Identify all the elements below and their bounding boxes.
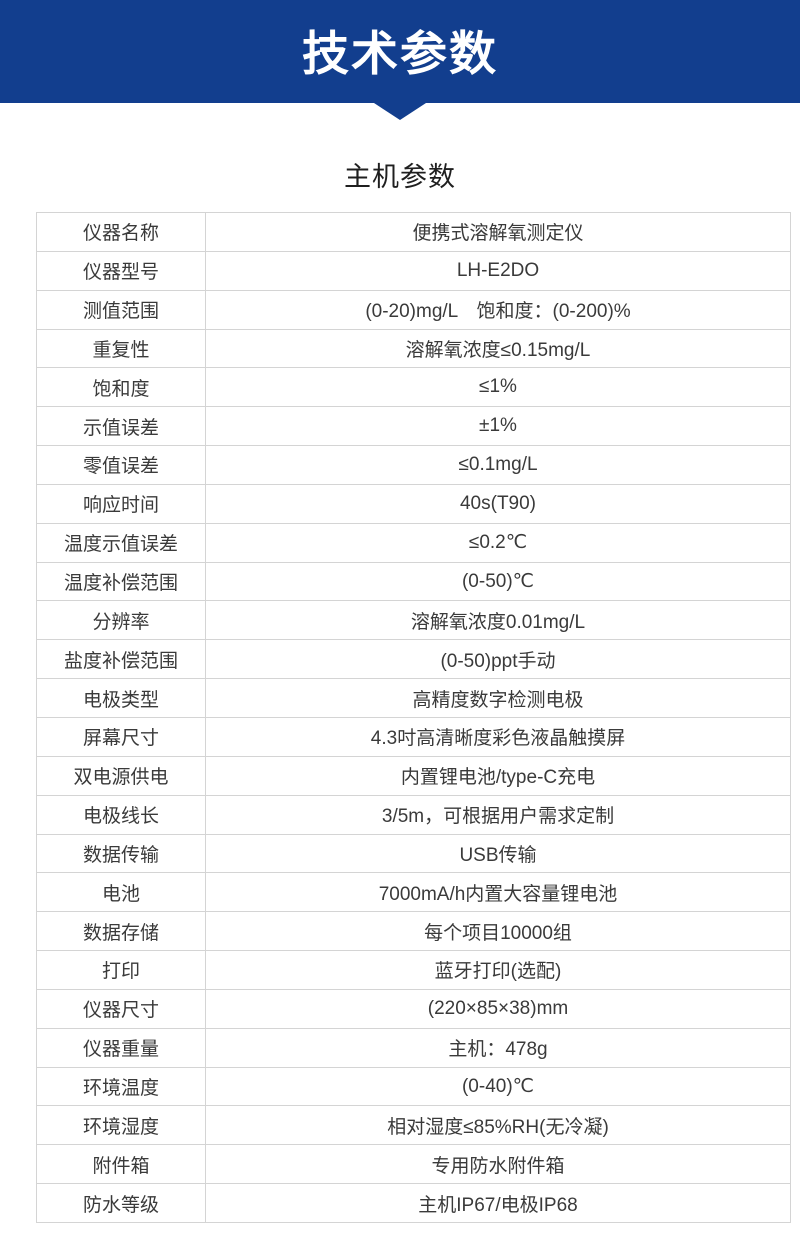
- param-label-cell: 电极线长: [36, 794, 206, 835]
- param-value-cell: ≤1%: [205, 367, 791, 408]
- table-row: 打印 蓝牙打印(选配): [36, 950, 791, 990]
- section-title-block: 主机参数: [0, 0, 800, 196]
- param-label-cell: 盐度补偿范围: [36, 639, 206, 680]
- param-value-cell: (0-20)mg/L 饱和度：(0-200)%: [205, 289, 791, 330]
- param-value-cell: LH-E2DO: [205, 250, 791, 291]
- param-label-cell: 屏幕尺寸: [36, 716, 206, 757]
- param-label-cell: 环境湿度: [36, 1105, 206, 1146]
- param-value-cell: ≤0.2℃: [205, 522, 791, 563]
- table-row: 环境温度 (0-40)℃: [36, 1066, 791, 1107]
- param-label-cell: 分辨率: [36, 600, 206, 641]
- table-row: 仪器重量 主机：478g: [36, 1027, 791, 1068]
- param-value-cell: 溶解氧浓度≤0.15mg/L: [205, 328, 791, 369]
- param-label-cell: 仪器尺寸: [36, 988, 206, 1029]
- table-row: 示值误差 ±1%: [36, 406, 791, 447]
- table-row: 温度示值误差 ≤0.2℃: [36, 522, 791, 563]
- banner-notch-triangle: [374, 103, 426, 120]
- table-row: 温度补偿范围 (0-50)℃: [36, 561, 791, 602]
- param-value-cell: 相对湿度≤85%RH(无冷凝): [205, 1105, 791, 1146]
- spec-table-body: 仪器名称 便携式溶解氧测定仪 仪器型号 LH-E2DO 测值范围 (0-20)mg/L 饱…: [36, 212, 791, 1223]
- param-value-cell: (0-40)℃: [205, 1066, 791, 1107]
- param-label-cell: 仪器重量: [36, 1027, 206, 1068]
- param-value-cell: 40s(T90): [205, 483, 791, 524]
- table-row: 分辨率 溶解氧浓度0.01mg/L: [36, 600, 791, 641]
- table-row: 电极线长 3/5m，可根据用户需求定制: [36, 794, 791, 835]
- param-label-cell: 电池: [36, 872, 206, 913]
- param-label-cell: 附件箱: [36, 1144, 206, 1185]
- table-row: 零值误差 ≤0.1mg/L: [36, 445, 791, 485]
- table-row: 重复性 溶解氧浓度≤0.15mg/L: [36, 328, 791, 369]
- table-row: 测值范围 (0-20)mg/L 饱和度：(0-200)%: [36, 289, 791, 330]
- table-row: 环境湿度 相对湿度≤85%RH(无冷凝): [36, 1105, 791, 1146]
- page-title: 技术参数: [302, 27, 498, 80]
- param-value-cell: 便携式溶解氧测定仪: [205, 212, 791, 252]
- table-row: 盐度补偿范围 (0-50)ppt手动: [36, 639, 791, 680]
- table-row: 数据存储 每个项目10000组: [36, 911, 791, 952]
- table-row: 电池 7000mA/h内置大容量锂电池: [36, 872, 791, 913]
- param-value-cell: USB传输: [205, 833, 791, 874]
- param-value-cell: 专用防水附件箱: [205, 1144, 791, 1185]
- param-label-cell: 数据存储: [36, 911, 206, 952]
- param-label-cell: 响应时间: [36, 483, 206, 524]
- table-row: 附件箱 专用防水附件箱: [36, 1144, 791, 1185]
- param-value-cell: 3/5m，可根据用户需求定制: [205, 794, 791, 835]
- table-row: 屏幕尺寸 4.3吋高清晰度彩色液晶触摸屏: [36, 716, 791, 757]
- table-row: 仪器名称 便携式溶解氧测定仪: [36, 212, 791, 252]
- table-row: 电极类型 高精度数字检测电极: [36, 678, 791, 718]
- param-value-cell: 蓝牙打印(选配): [205, 950, 791, 990]
- param-value-cell: 4.3吋高清晰度彩色液晶触摸屏: [205, 716, 791, 757]
- param-value-cell: 每个项目10000组: [205, 911, 791, 952]
- param-label-cell: 温度示值误差: [36, 522, 206, 563]
- param-label-cell: 防水等级: [36, 1183, 206, 1223]
- param-value-cell: (0-50)℃: [205, 561, 791, 602]
- param-label-cell: 环境温度: [36, 1066, 206, 1107]
- param-label-cell: 零值误差: [36, 445, 206, 485]
- param-value-cell: 高精度数字检测电极: [205, 678, 791, 718]
- param-label-cell: 测值范围: [36, 289, 206, 330]
- table-row: 防水等级 主机IP67/电极IP68: [36, 1183, 791, 1223]
- param-label-cell: 重复性: [36, 328, 206, 369]
- param-value-cell: 主机IP67/电极IP68: [205, 1183, 791, 1223]
- param-label-cell: 数据传输: [36, 833, 206, 874]
- param-value-cell: 溶解氧浓度0.01mg/L: [205, 600, 791, 641]
- table-row: 仪器型号 LH-E2DO: [36, 250, 791, 291]
- param-label-cell: 仪器型号: [36, 250, 206, 291]
- section-title: 主机参数: [344, 162, 456, 192]
- table-row: 仪器尺寸 (220×85×38)mm: [36, 988, 791, 1029]
- param-label-cell: 打印: [36, 950, 206, 990]
- table-row: 双电源供电 内置锂电池/type-C充电: [36, 755, 791, 796]
- param-value-cell: 主机：478g: [205, 1027, 791, 1068]
- table-row: 响应时间 40s(T90): [36, 483, 791, 524]
- param-value-cell: (220×85×38)mm: [205, 988, 791, 1029]
- param-value-cell: 7000mA/h内置大容量锂电池: [205, 872, 791, 913]
- param-value-cell: ≤0.1mg/L: [205, 445, 791, 485]
- param-label-cell: 双电源供电: [36, 755, 206, 796]
- param-value-cell: ±1%: [205, 406, 791, 447]
- header-banner: 技术参数: [0, 0, 800, 120]
- param-value-cell: 内置锂电池/type-C充电: [205, 755, 791, 796]
- param-label-cell: 饱和度: [36, 367, 206, 408]
- table-row: 数据传输 USB传输: [36, 833, 791, 874]
- param-value-cell: (0-50)ppt手动: [205, 639, 791, 680]
- param-label-cell: 仪器名称: [36, 212, 206, 252]
- param-label-cell: 温度补偿范围: [36, 561, 206, 602]
- spec-table-container: 仪器名称 便携式溶解氧测定仪 仪器型号 LH-E2DO 测值范围 (0-20)mg/L 饱…: [36, 212, 791, 1223]
- param-label-cell: 电极类型: [36, 678, 206, 718]
- table-row: 饱和度 ≤1%: [36, 367, 791, 408]
- spec-table: 仪器名称 便携式溶解氧测定仪 仪器型号 LH-E2DO 测值范围 (0-20)mg/L 饱…: [36, 212, 791, 1223]
- param-label-cell: 示值误差: [36, 406, 206, 447]
